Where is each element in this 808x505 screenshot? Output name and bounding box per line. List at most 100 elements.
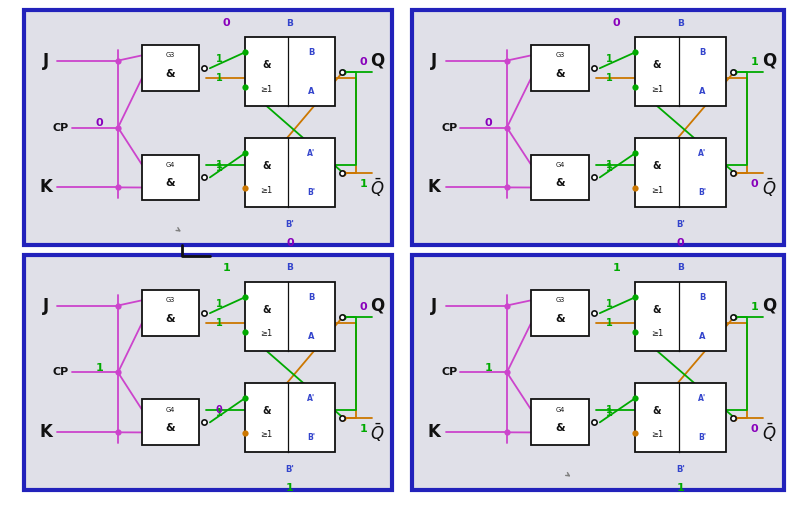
Text: &: & [166, 69, 175, 79]
Text: 1: 1 [95, 363, 103, 373]
Text: &: & [555, 69, 565, 79]
Text: J: J [44, 296, 49, 315]
Text: Q: Q [762, 52, 776, 70]
Bar [24, 255, 392, 490]
Text: &: & [166, 178, 175, 188]
Text: G3: G3 [166, 53, 175, 59]
Text: A: A [699, 87, 705, 95]
Text: &: & [166, 423, 175, 433]
Text: K: K [40, 178, 53, 196]
Text: B: B [699, 48, 705, 57]
Text: 0: 0 [223, 18, 230, 28]
Bar [142, 399, 199, 445]
Text: &: & [555, 423, 565, 433]
Text: $\bar{Q}$: $\bar{Q}$ [762, 176, 776, 198]
Text: A: A [308, 87, 315, 95]
Text: G4: G4 [166, 407, 175, 413]
Text: B': B' [307, 433, 316, 441]
Text: $\bar{Q}$: $\bar{Q}$ [370, 421, 385, 443]
Bar [412, 10, 784, 245]
Text: B': B' [285, 466, 294, 474]
Bar [531, 155, 588, 200]
Text: 1: 1 [360, 179, 367, 189]
Text: B': B' [307, 188, 316, 196]
Text: CP: CP [53, 123, 69, 132]
Bar [245, 383, 335, 452]
Text: &: & [555, 314, 565, 324]
Text: 1: 1 [286, 482, 294, 492]
Text: 0: 0 [677, 237, 684, 247]
Text: ≥1: ≥1 [260, 185, 272, 194]
Text: Q: Q [370, 52, 385, 70]
Text: 0: 0 [751, 179, 759, 189]
Text: A': A' [698, 394, 707, 403]
Text: 0: 0 [216, 405, 222, 415]
Text: B': B' [676, 466, 685, 474]
Text: &: & [262, 161, 271, 171]
Text: B: B [677, 264, 684, 272]
Text: B': B' [698, 188, 706, 196]
Text: 1: 1 [606, 160, 612, 170]
Text: B: B [286, 19, 293, 27]
Text: J: J [431, 296, 437, 315]
Bar [24, 10, 392, 245]
Text: B: B [309, 48, 314, 57]
Text: B: B [677, 19, 684, 27]
Text: 1: 1 [360, 424, 367, 434]
Text: B: B [309, 293, 314, 302]
Text: ≥1: ≥1 [260, 84, 272, 93]
Text: B': B' [676, 221, 685, 229]
Text: G3: G3 [555, 53, 565, 59]
Text: 0: 0 [360, 302, 367, 312]
Text: A: A [308, 332, 315, 340]
Text: &: & [262, 60, 271, 70]
Bar [531, 290, 588, 336]
Text: J: J [44, 52, 49, 70]
Text: K: K [428, 178, 441, 196]
Text: 1: 1 [216, 54, 222, 64]
Text: ≥1: ≥1 [650, 430, 663, 439]
Text: J: J [431, 52, 437, 70]
Bar [245, 37, 335, 107]
Text: &: & [653, 161, 661, 171]
Text: ≥1: ≥1 [650, 84, 663, 93]
Text: CP: CP [441, 123, 457, 132]
Text: $\bar{Q}$: $\bar{Q}$ [370, 176, 385, 198]
Text: ≥1: ≥1 [650, 185, 663, 194]
Text: &: & [262, 305, 271, 315]
Text: 1: 1 [485, 363, 492, 373]
Text: A': A' [307, 394, 316, 403]
Bar [635, 383, 726, 452]
Bar [142, 155, 199, 200]
Text: K: K [428, 423, 441, 441]
Text: 1: 1 [222, 263, 230, 273]
Text: B: B [699, 293, 705, 302]
Text: 1: 1 [216, 73, 222, 83]
Bar [635, 37, 726, 107]
Text: G3: G3 [555, 297, 565, 304]
Text: CP: CP [53, 368, 69, 377]
Bar [245, 138, 335, 208]
Text: &: & [166, 314, 175, 324]
Text: G3: G3 [166, 297, 175, 304]
Text: Q: Q [762, 296, 776, 315]
Text: ≥1: ≥1 [650, 329, 663, 338]
Text: 0: 0 [612, 18, 621, 28]
Text: K: K [40, 423, 53, 441]
Text: A': A' [698, 149, 707, 158]
Text: &: & [653, 406, 661, 416]
Text: Q: Q [370, 296, 385, 315]
Text: 1: 1 [606, 54, 612, 64]
Text: 0: 0 [96, 118, 103, 128]
Text: &: & [653, 60, 661, 70]
Bar [412, 255, 784, 490]
Text: 0: 0 [360, 58, 367, 67]
Text: CP: CP [441, 368, 457, 377]
Text: 1: 1 [606, 318, 612, 328]
Text: 1: 1 [751, 302, 759, 312]
Bar [635, 138, 726, 208]
Text: &: & [262, 406, 271, 416]
Text: 1: 1 [216, 299, 222, 309]
Bar [142, 45, 199, 91]
Text: B: B [286, 264, 293, 272]
